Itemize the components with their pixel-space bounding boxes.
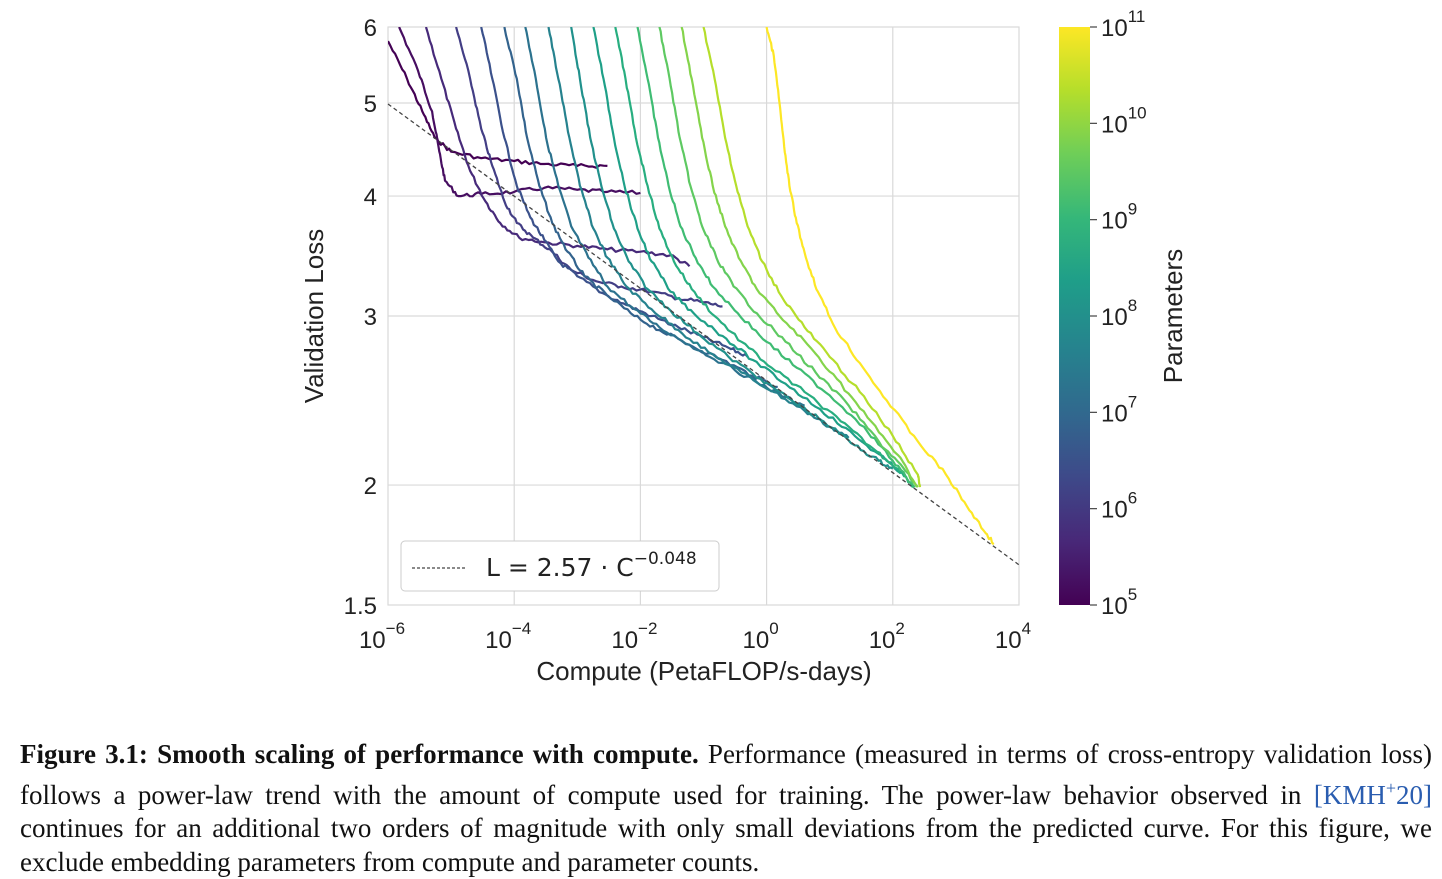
colorbar-tick-exponent: 8 — [1128, 296, 1137, 315]
colorbar-tick-label: 1010 — [1101, 103, 1147, 138]
colorbar-tick-base: 10 — [1101, 400, 1128, 427]
plot-area — [387, 26, 1020, 606]
series-line-12 — [658, 27, 918, 488]
x-tick-exponent: −6 — [386, 619, 405, 638]
x-tick-base: 10 — [611, 627, 638, 654]
series-line-0 — [388, 40, 608, 169]
series-line-11 — [636, 27, 916, 488]
x-axis-title: Compute (PetaFLOP/s-days) — [536, 656, 871, 686]
colorbar-tick-label: 107 — [1101, 392, 1137, 427]
series-line-7 — [547, 27, 850, 439]
colorbar-tick-exponent: 11 — [1128, 7, 1146, 26]
trend-line — [387, 103, 1020, 566]
colorbar-tick-label: 105 — [1101, 585, 1137, 620]
x-tick-exponent: −4 — [512, 619, 531, 638]
x-tick-base: 10 — [743, 627, 770, 654]
y-tick-label: 1.5 — [344, 593, 377, 620]
colorbar-gradient — [1059, 27, 1090, 605]
x-tick-label: 104 — [995, 619, 1031, 654]
legend-label: L = 2.57 · C−0.048 — [486, 549, 697, 582]
colorbar-tick-base: 10 — [1101, 111, 1128, 138]
colorbar-tick-exponent: 6 — [1128, 489, 1137, 508]
caption-text-after: continues for an additional two orders o… — [20, 813, 1432, 877]
colorbar-tick-exponent: 10 — [1128, 103, 1147, 122]
y-tick-label: 6 — [364, 15, 377, 42]
y-tick-labels: 1.5 2 3 4 5 6 — [344, 15, 377, 620]
y-axis-title: Validation Loss — [299, 229, 329, 403]
colorbar-tick-label: 106 — [1101, 489, 1137, 524]
series-line-9 — [592, 27, 905, 476]
series-line-10 — [614, 27, 915, 489]
citation-year: 20 — [1396, 779, 1424, 810]
grid — [387, 26, 1020, 606]
colorbar-tick-label: 108 — [1101, 296, 1137, 331]
x-tick-exponent: 4 — [1022, 619, 1031, 638]
y-tick-label: 2 — [364, 473, 377, 500]
legend-label-main: L = 2.57 · C — [486, 553, 634, 582]
caption-text-before: Performance (measured in terms of cross-… — [20, 739, 1432, 810]
x-tick-base: 10 — [869, 627, 896, 654]
legend: L = 2.57 · C−0.048 — [400, 540, 720, 592]
series-line-8 — [570, 27, 894, 470]
colorbar-tick-exponent: 5 — [1128, 585, 1137, 604]
series-line-14 — [702, 27, 922, 488]
figure-caption: Figure 3.1: Smooth scaling of performanc… — [20, 738, 1432, 879]
figure: 10−6 10−4 10−2 100 102 104 1.5 2 3 4 5 6 Compute (… — [299, 7, 1188, 686]
citation-sup: + — [1385, 777, 1397, 798]
series-line-2 — [424, 27, 691, 268]
colorbar-tick-base: 10 — [1101, 593, 1128, 620]
colorbar-tick-label: 1011 — [1101, 7, 1145, 42]
x-tick-label: 10−4 — [485, 619, 531, 654]
trend-layer — [387, 103, 1020, 566]
colorbar-title: Parameters — [1158, 249, 1188, 383]
colorbar-tick-exponent: 9 — [1128, 200, 1137, 219]
x-tick-label: 10−6 — [359, 619, 405, 654]
legend-box — [400, 540, 720, 592]
y-tick-label: 4 — [364, 184, 377, 211]
x-tick-label: 102 — [869, 619, 905, 654]
x-tick-base: 10 — [359, 627, 386, 654]
x-tick-label: 10−2 — [611, 619, 657, 654]
x-tick-base: 10 — [995, 627, 1022, 654]
x-tick-exponent: 0 — [769, 619, 778, 638]
colorbar-tick-base: 10 — [1101, 497, 1128, 524]
x-tick-exponent: −2 — [638, 619, 657, 638]
series-line-13 — [680, 27, 919, 488]
colorbar-tick-base: 10 — [1101, 15, 1128, 42]
citation-link[interactable]: [KMH+20] — [1313, 777, 1433, 810]
series-layer — [388, 27, 995, 545]
series-line-15 — [765, 27, 995, 545]
colorbar-tick-base: 10 — [1101, 208, 1128, 235]
caption-title: Smooth scaling of performance with compu… — [157, 739, 699, 769]
colorbar-tick-label: 109 — [1101, 200, 1137, 235]
colorbar-tick-base: 10 — [1101, 304, 1128, 331]
x-tick-exponent: 2 — [895, 619, 904, 638]
x-tick-base: 10 — [485, 627, 512, 654]
caption-label: Figure 3.1: — [20, 739, 148, 769]
citation-authors: KMH — [1322, 779, 1386, 810]
y-tick-label: 3 — [364, 304, 377, 331]
x-tick-labels: 10−6 10−4 10−2 100 102 104 — [359, 619, 1031, 654]
legend-label-exp: −0.048 — [634, 549, 697, 569]
x-tick-label: 100 — [743, 619, 779, 654]
colorbar-tick-exponent: 7 — [1128, 392, 1137, 411]
y-tick-label: 5 — [364, 91, 377, 118]
